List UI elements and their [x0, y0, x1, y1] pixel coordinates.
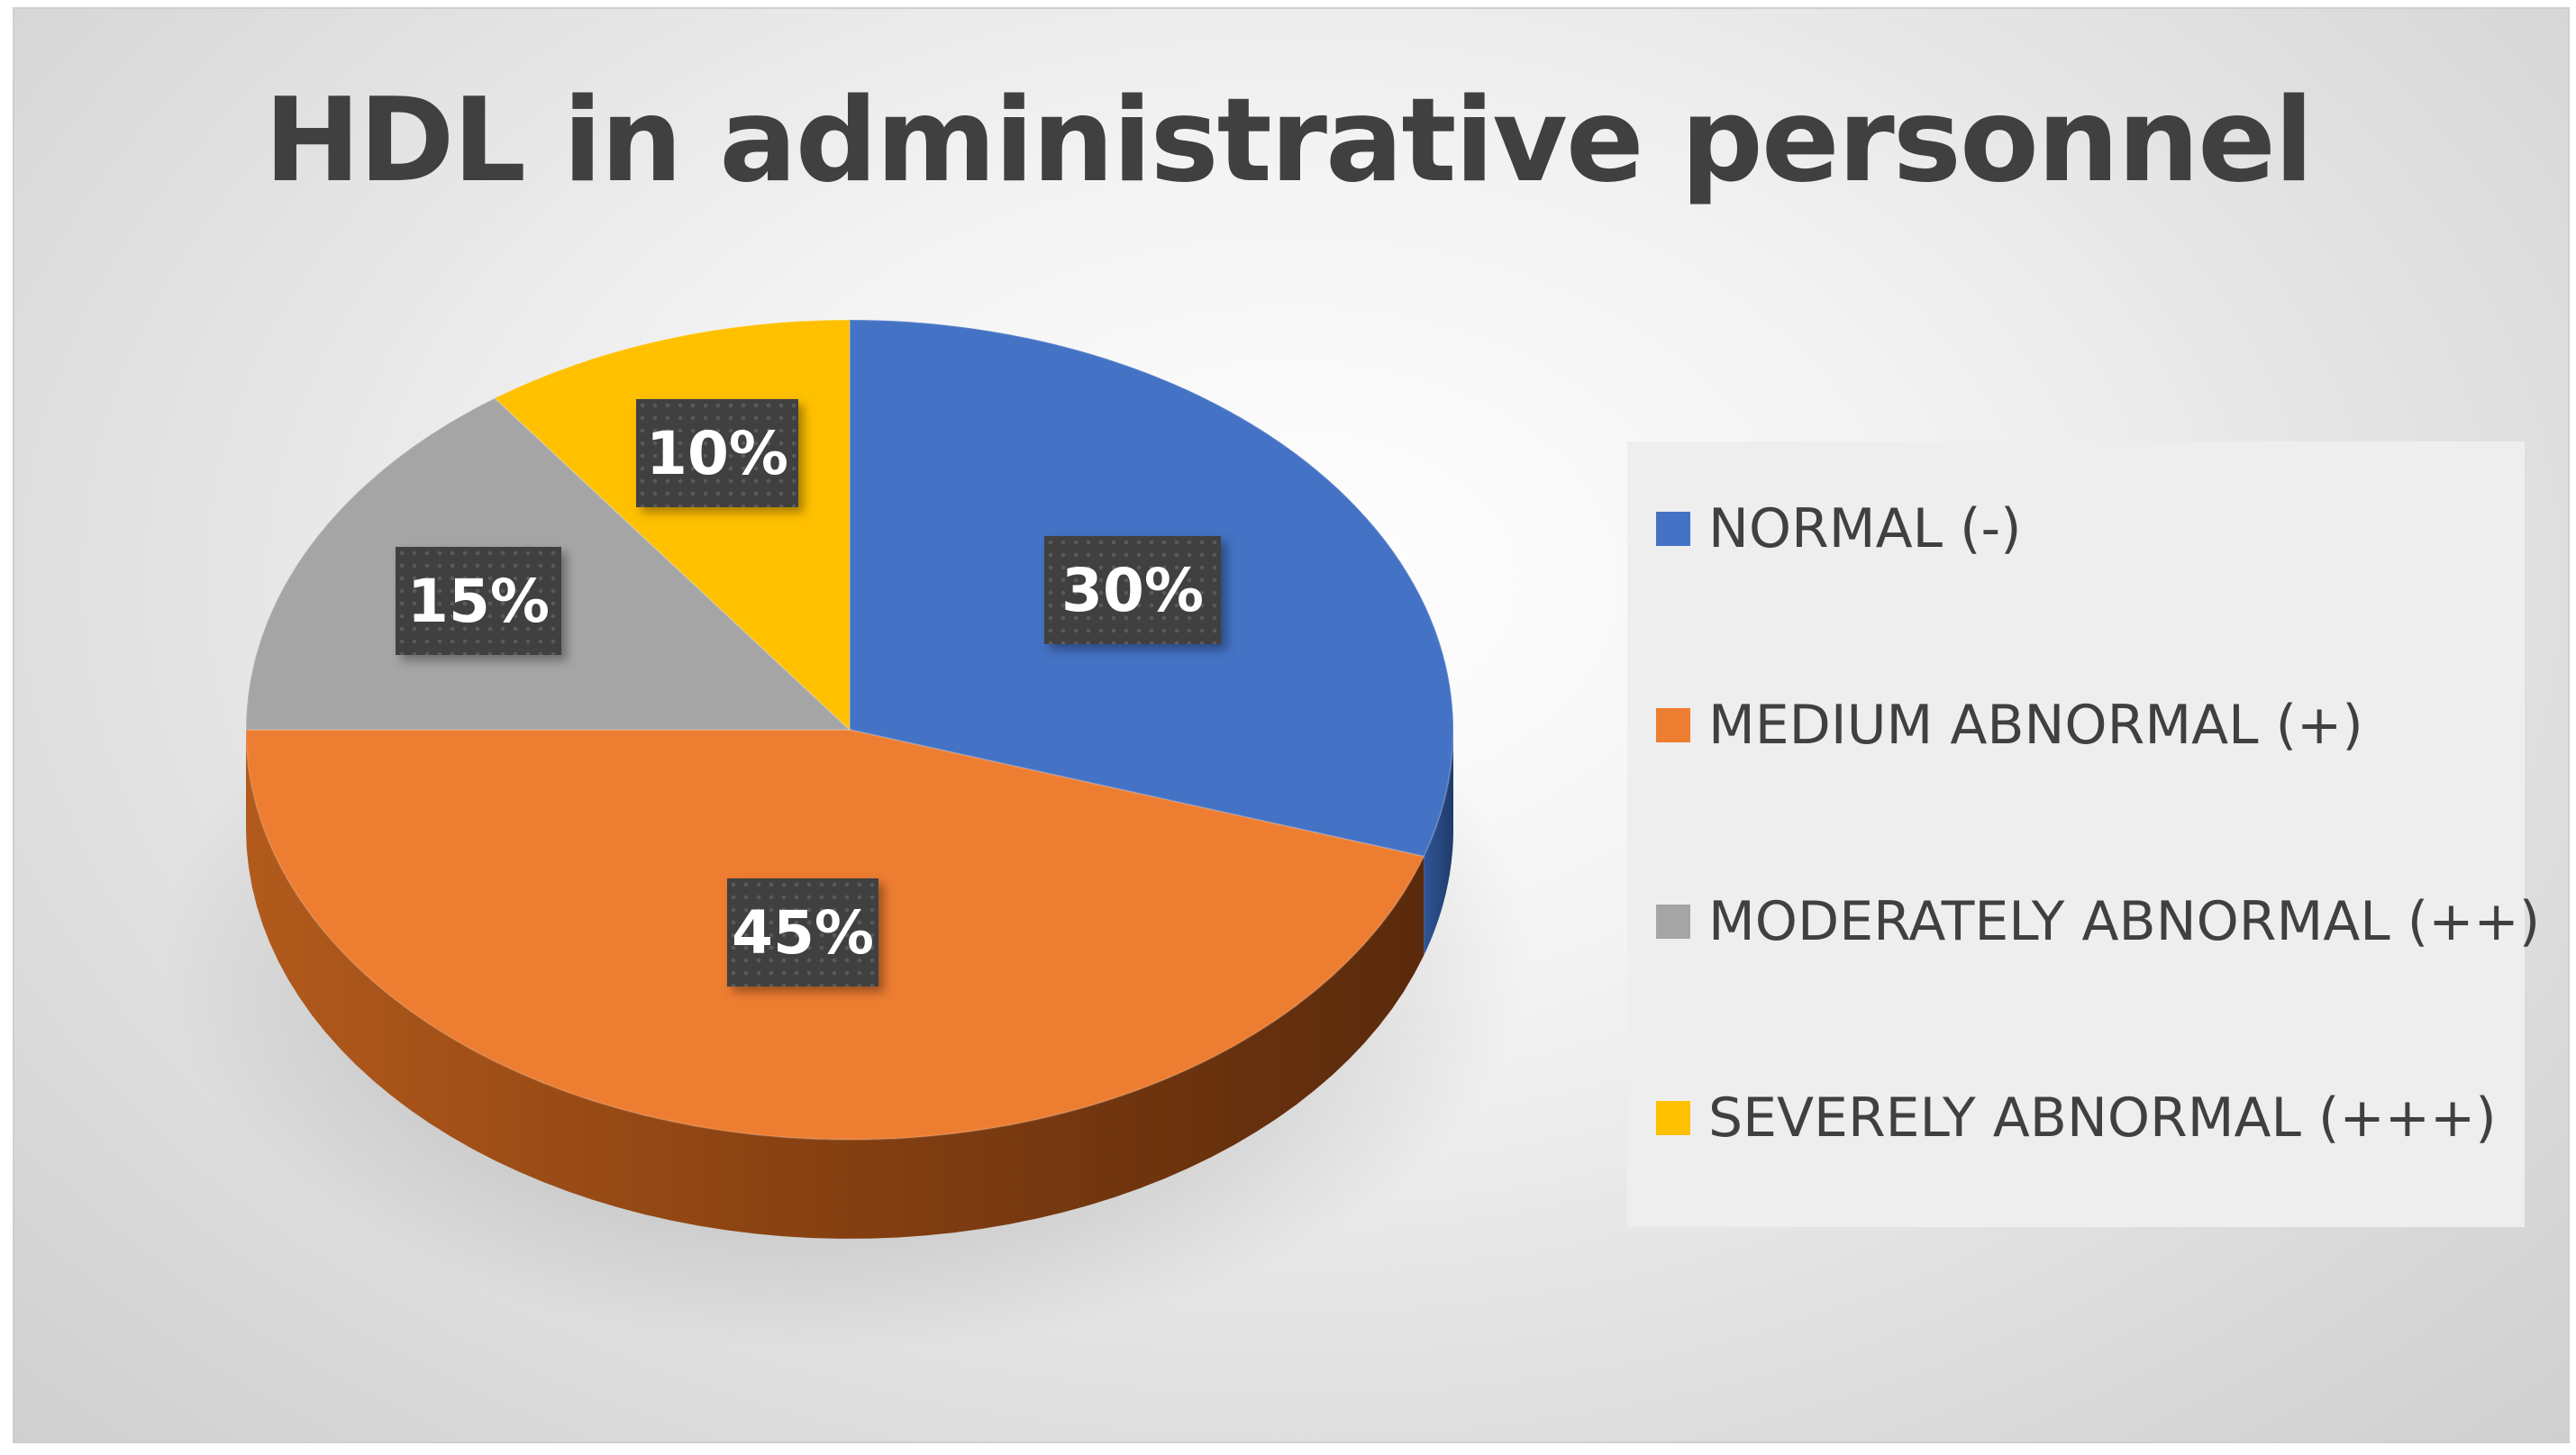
chart-title: HDL in administrative personnel — [264, 74, 2314, 208]
data-label-severely-abnormal: 10% — [636, 399, 798, 507]
legend-label-medium-abnormal: MEDIUM ABNORMAL (+) — [1708, 694, 2363, 757]
data-label-medium-abnormal: 45% — [727, 878, 878, 987]
legend-item-medium-abnormal: MEDIUM ABNORMAL (+) — [1656, 694, 2363, 757]
legend-label-severely-abnormal: SEVERELY ABNORMAL (+++) — [1708, 1087, 2497, 1150]
pie-side-group — [246, 730, 1453, 1239]
pie-top-group — [244, 318, 1454, 1141]
legend-swatch-moderately-abnormal — [1656, 905, 1690, 939]
legend-swatch-normal — [1656, 512, 1690, 546]
legend: NORMAL (-) MEDIUM ABNORMAL (+) MODERATEL… — [1627, 441, 2540, 1227]
legend-label-normal: NORMAL (-) — [1708, 497, 2022, 560]
data-label-moderately-abnormal: 15% — [396, 547, 561, 655]
data-label-normal: 30% — [1044, 536, 1221, 644]
legend-label-moderately-abnormal: MODERATELY ABNORMAL (++) — [1708, 890, 2541, 953]
legend-swatch-medium-abnormal — [1656, 708, 1690, 742]
legend-item-normal: NORMAL (-) — [1656, 497, 2022, 560]
legend-item-moderately-abnormal: MODERATELY ABNORMAL (++) — [1656, 890, 2540, 953]
legend-item-severely-abnormal: SEVERELY ABNORMAL (+++) — [1656, 1087, 2497, 1150]
legend-swatch-severely-abnormal — [1656, 1101, 1690, 1135]
pie-side-normal — [1424, 730, 1453, 956]
pie-side-medium-abnormal — [246, 730, 1425, 1239]
